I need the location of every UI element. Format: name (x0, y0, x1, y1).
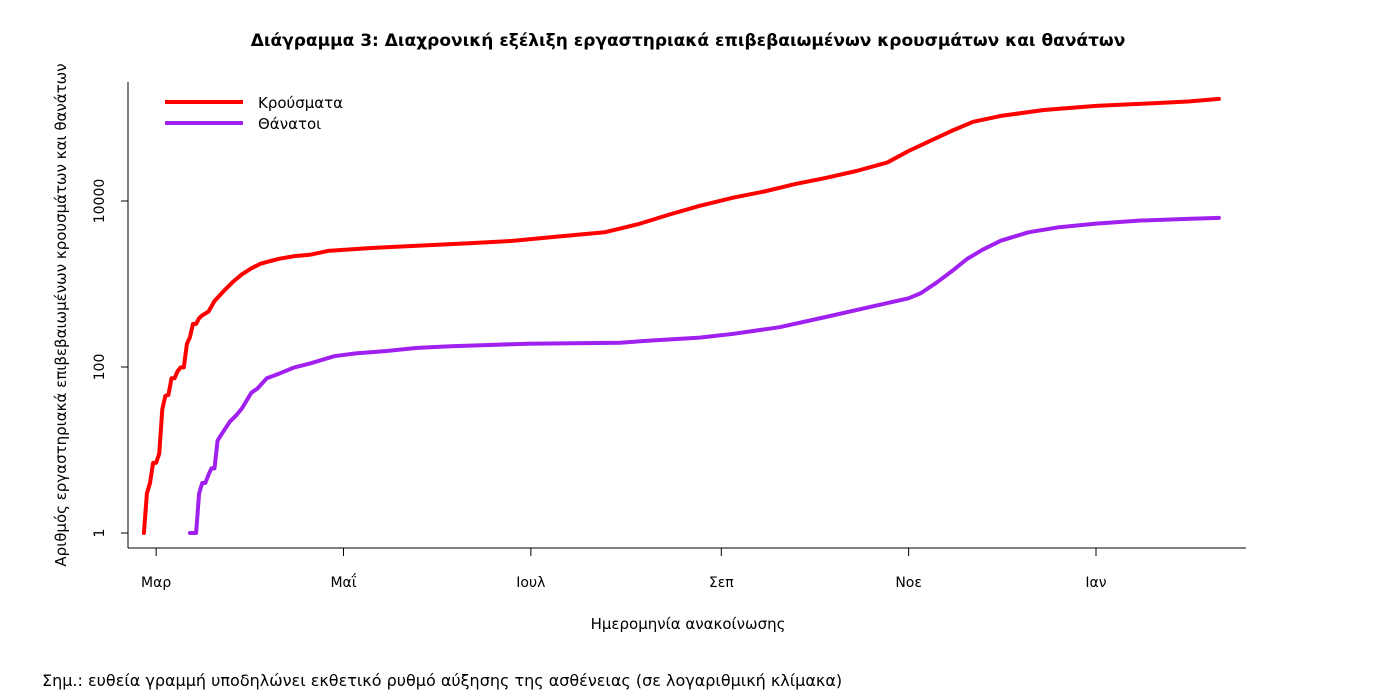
footnote: Σημ.: ευθεία γραμμή υποδηλώνει εκθετικό … (42, 671, 842, 690)
legend-label-cases: Κρούσματα (258, 94, 343, 112)
x-tick-label: Ιουλ (516, 575, 545, 591)
x-tick-label: Σεπ (709, 575, 734, 591)
chart-title: Διάγραμμα 3: Διαχρονική εξέλιξη εργαστηρ… (251, 31, 1126, 51)
x-tick-label: Νοε (895, 575, 922, 591)
series-layer (141, 96, 1221, 535)
x-tick-label: Μαρ (141, 575, 171, 591)
x-axis-label: Ημερομηνία ανακοίνωσης (591, 615, 786, 633)
y-axis-label: Αριθμός εργαστηριακά επιβεβαιωμένων κρου… (52, 63, 70, 566)
x-tick-label: Ιαν (1085, 575, 1106, 591)
y-axis-ticks: 1 100 10000 (92, 179, 128, 538)
y-tick-label: 1 (92, 529, 108, 538)
series-line-deaths (187, 215, 1221, 535)
y-tick-label: 100 (92, 354, 108, 381)
y-tick-label: 10000 (92, 179, 108, 224)
x-axis-ticks: Μαρ Μαΐ Ιουλ Σεπ Νοε Ιαν (141, 548, 1107, 591)
legend: Κρούσματα Θάνατοι (165, 94, 343, 133)
legend-label-deaths: Θάνατοι (258, 115, 321, 133)
series-line-cases (141, 96, 1221, 535)
x-tick-label: Μαΐ (330, 573, 356, 591)
